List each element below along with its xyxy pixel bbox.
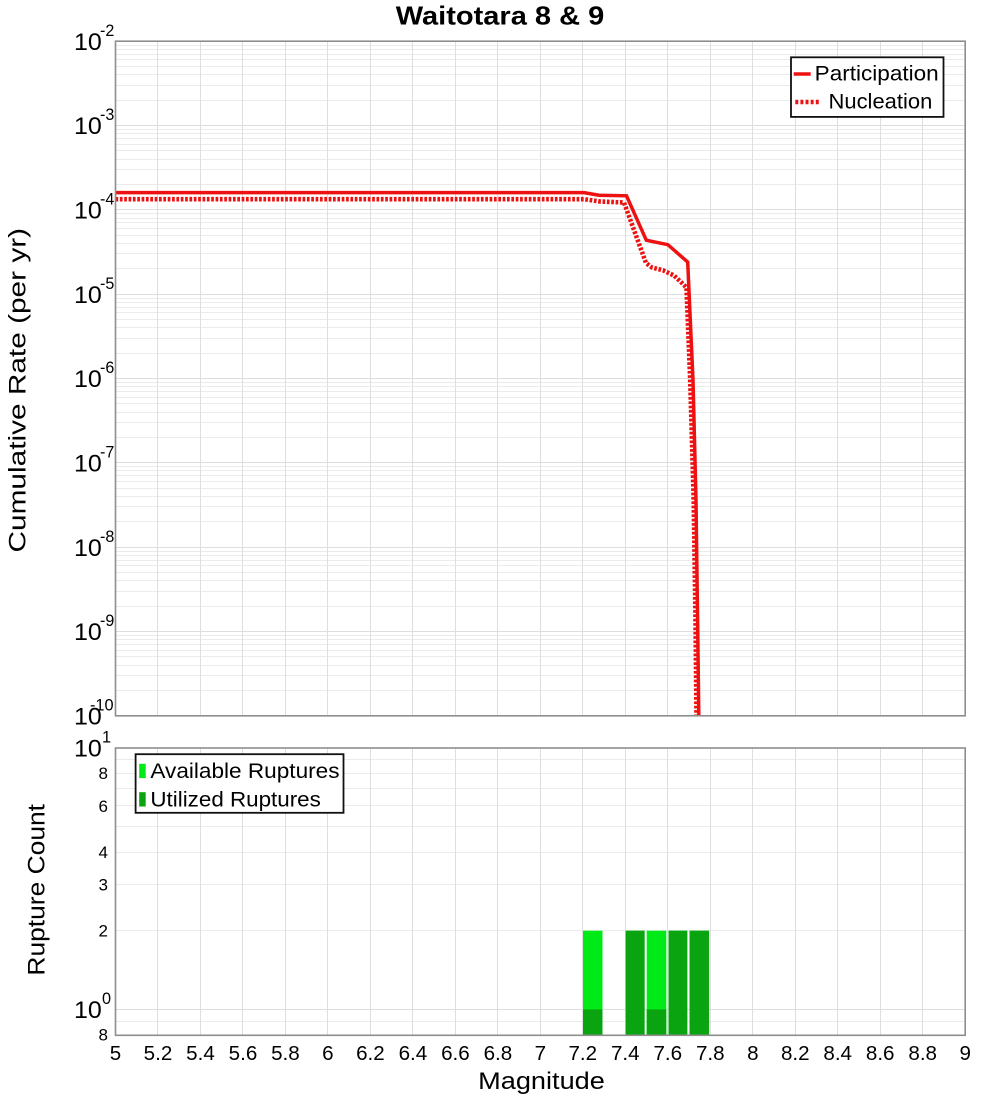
svg-text:5.2: 5.2 bbox=[144, 1042, 173, 1065]
svg-text:6: 6 bbox=[99, 797, 108, 816]
svg-text:10: 10 bbox=[74, 737, 102, 763]
svg-text:7: 7 bbox=[535, 1042, 546, 1065]
svg-text:Waitotara 8 & 9: Waitotara 8 & 9 bbox=[396, 0, 605, 30]
svg-text:4: 4 bbox=[99, 843, 108, 862]
svg-text:5.6: 5.6 bbox=[229, 1042, 258, 1065]
svg-text:7.8: 7.8 bbox=[696, 1042, 725, 1065]
svg-text:5.8: 5.8 bbox=[271, 1042, 300, 1065]
svg-text:6.8: 6.8 bbox=[484, 1042, 513, 1065]
svg-text:-5: -5 bbox=[100, 275, 114, 293]
svg-text:10: 10 bbox=[74, 367, 102, 393]
svg-text:Rupture Count: Rupture Count bbox=[25, 804, 51, 976]
svg-text:Available Ruptures: Available Ruptures bbox=[150, 759, 339, 783]
svg-text:6.6: 6.6 bbox=[441, 1042, 470, 1065]
svg-text:10: 10 bbox=[74, 283, 102, 309]
svg-text:10: 10 bbox=[74, 536, 102, 562]
svg-text:-7: -7 bbox=[100, 444, 114, 462]
svg-text:8: 8 bbox=[747, 1042, 758, 1065]
svg-text:2: 2 bbox=[99, 922, 108, 941]
svg-text:10: 10 bbox=[74, 114, 102, 140]
svg-text:10: 10 bbox=[74, 620, 102, 646]
svg-text:3: 3 bbox=[99, 876, 108, 895]
svg-text:7.2: 7.2 bbox=[568, 1042, 597, 1065]
svg-text:10: 10 bbox=[74, 451, 102, 477]
svg-text:6.4: 6.4 bbox=[399, 1042, 428, 1065]
svg-text:10: 10 bbox=[74, 998, 102, 1024]
svg-text:-3: -3 bbox=[100, 106, 114, 124]
svg-text:-9: -9 bbox=[100, 612, 114, 630]
svg-text:-8: -8 bbox=[100, 528, 114, 546]
svg-text:8.2: 8.2 bbox=[781, 1042, 810, 1065]
svg-text:7.6: 7.6 bbox=[653, 1042, 682, 1065]
svg-text:Utilized Ruptures: Utilized Ruptures bbox=[150, 788, 320, 812]
svg-text:-6: -6 bbox=[100, 359, 114, 377]
svg-text:Magnitude: Magnitude bbox=[478, 1069, 605, 1095]
svg-text:8: 8 bbox=[99, 764, 108, 783]
svg-text:0: 0 bbox=[102, 990, 111, 1008]
svg-text:Cumulative Rate (per yr): Cumulative Rate (per yr) bbox=[5, 228, 31, 553]
svg-text:10: 10 bbox=[74, 704, 102, 730]
svg-text:9: 9 bbox=[959, 1042, 970, 1065]
svg-text:Participation: Participation bbox=[815, 61, 939, 85]
svg-text:5: 5 bbox=[110, 1042, 121, 1065]
svg-text:Nucleation: Nucleation bbox=[829, 89, 933, 113]
svg-text:8.8: 8.8 bbox=[908, 1042, 937, 1065]
svg-text:6.2: 6.2 bbox=[356, 1042, 385, 1065]
svg-text:6: 6 bbox=[322, 1042, 333, 1065]
svg-text:-2: -2 bbox=[100, 22, 114, 40]
svg-text:1: 1 bbox=[102, 729, 111, 747]
svg-text:7.4: 7.4 bbox=[611, 1042, 640, 1065]
svg-text:5.4: 5.4 bbox=[186, 1042, 215, 1065]
svg-text:8.4: 8.4 bbox=[823, 1042, 852, 1065]
svg-text:10: 10 bbox=[74, 198, 102, 224]
svg-text:8.6: 8.6 bbox=[866, 1042, 895, 1065]
svg-text:-10: -10 bbox=[90, 697, 114, 715]
svg-text:-4: -4 bbox=[100, 191, 114, 209]
svg-text:10: 10 bbox=[74, 30, 102, 56]
svg-text:8: 8 bbox=[99, 1026, 108, 1045]
